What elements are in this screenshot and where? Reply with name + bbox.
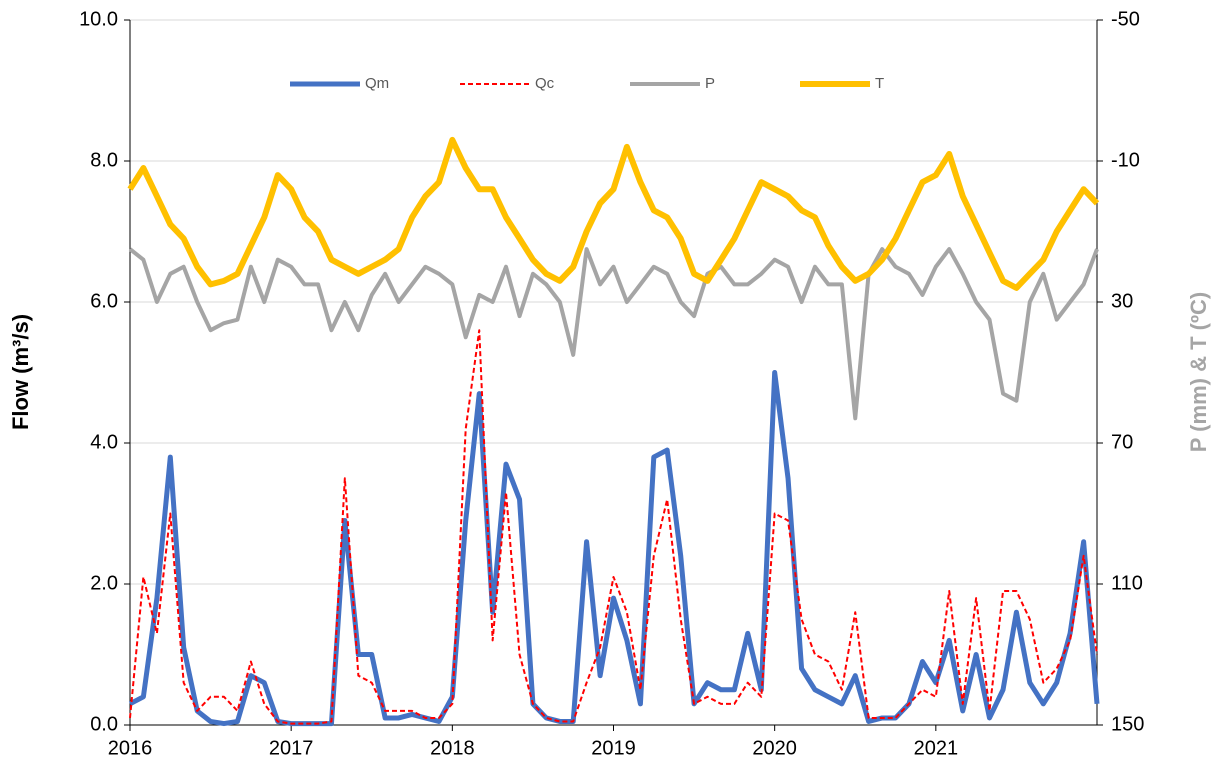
legend-label: P xyxy=(705,75,715,92)
y2-axis-title: P (mm) & T (ºC) xyxy=(1186,292,1211,452)
y2-tick-label: -50 xyxy=(1111,8,1140,30)
legend-label: Qm xyxy=(365,75,389,92)
x-tick-label: 2021 xyxy=(914,737,959,759)
series-line xyxy=(128,370,1100,727)
y-tick-label: 10.0 xyxy=(79,8,118,30)
x-tick-label: 2016 xyxy=(108,737,153,759)
series-line xyxy=(127,136,1100,291)
legend-label: T xyxy=(875,75,884,92)
y-axis-title: Flow (m³/s) xyxy=(8,314,33,430)
x-tick-label: 2017 xyxy=(269,737,314,759)
x-tick-label: 2019 xyxy=(591,737,636,759)
y2-tick-label: 150 xyxy=(1111,713,1144,735)
y-tick-label: 0.0 xyxy=(90,713,118,735)
series-line xyxy=(129,329,1098,725)
series-line xyxy=(128,247,1099,421)
legend-label: Qc xyxy=(535,75,555,92)
y2-tick-label: 110 xyxy=(1111,572,1143,594)
x-tick-label: 2020 xyxy=(752,737,797,759)
y2-tick-label: 30 xyxy=(1111,290,1133,312)
x-tick-label: 2018 xyxy=(430,737,475,759)
y2-tick-label: 70 xyxy=(1111,431,1133,453)
y2-tick-label: -10 xyxy=(1111,149,1140,171)
y-tick-label: 8.0 xyxy=(90,149,118,171)
y-tick-label: 2.0 xyxy=(90,572,118,594)
y-tick-label: 4.0 xyxy=(90,431,118,453)
y-tick-label: 6.0 xyxy=(90,290,118,312)
